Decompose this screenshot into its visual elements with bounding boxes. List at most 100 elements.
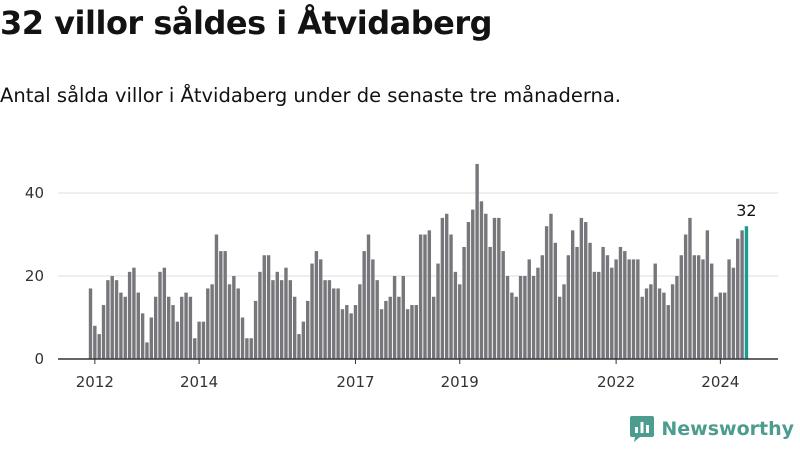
bar (375, 280, 379, 359)
bar (306, 300, 310, 359)
bar (666, 305, 670, 359)
y-tick-label: 20 (25, 267, 44, 285)
bar (679, 255, 683, 359)
bar (214, 234, 219, 359)
bar (210, 284, 214, 359)
bar (458, 284, 462, 359)
bar (327, 280, 332, 359)
y-axis-labels: 0 20 40 (25, 184, 44, 368)
bar (540, 255, 544, 359)
bar (358, 284, 362, 359)
bar (410, 305, 414, 359)
bar (405, 309, 410, 359)
bar (636, 259, 640, 359)
bar (253, 300, 258, 359)
bar (362, 251, 366, 359)
bar (166, 296, 171, 359)
bar (123, 296, 127, 359)
bar (445, 213, 449, 359)
bar (471, 209, 475, 359)
logo-name: Newsworthy (661, 418, 794, 440)
bar (644, 288, 649, 359)
bar (618, 246, 623, 359)
bar (93, 325, 97, 359)
bar (631, 259, 636, 359)
bar (345, 305, 349, 359)
bar (132, 267, 136, 359)
bar (349, 313, 353, 359)
bar (223, 251, 227, 359)
bar (727, 259, 731, 359)
bar (119, 292, 123, 359)
bar (97, 334, 101, 359)
bar (180, 296, 184, 359)
bar (266, 255, 271, 359)
bar (640, 296, 644, 359)
bar (206, 288, 210, 359)
bar (279, 280, 284, 359)
bar (449, 234, 453, 359)
bar (418, 234, 423, 359)
bar (723, 292, 727, 359)
bar (479, 201, 484, 359)
bar (575, 246, 579, 359)
bar (188, 296, 193, 359)
bar (193, 338, 197, 359)
bar (549, 213, 553, 359)
bar (453, 271, 458, 359)
bar (319, 259, 323, 359)
bar (414, 305, 418, 359)
bar (510, 292, 514, 359)
bar (366, 234, 371, 359)
bar (670, 284, 675, 359)
gridlines (58, 192, 778, 277)
bar (657, 288, 662, 359)
bar (249, 338, 253, 359)
bar (436, 263, 440, 359)
newsworthy-logo: Newsworthy (630, 416, 794, 442)
bar (431, 296, 436, 359)
bar (423, 234, 427, 359)
bar (718, 292, 723, 359)
bar (701, 259, 705, 359)
bar (301, 321, 306, 359)
bar (705, 230, 710, 359)
bar (584, 222, 588, 359)
bar (709, 263, 714, 359)
bar (201, 321, 206, 359)
bar (149, 317, 154, 359)
x-tick-label: 2022 (597, 373, 635, 391)
bar (592, 271, 597, 359)
chart-subtitle: Antal sålda villor i Åtvidaberg under de… (0, 84, 622, 107)
bar (323, 280, 327, 359)
bar (627, 259, 631, 359)
bar (440, 217, 445, 359)
bar (275, 271, 279, 359)
bar (101, 305, 106, 359)
bar (297, 334, 301, 359)
bar (557, 296, 562, 359)
bar (136, 292, 140, 359)
bar (392, 276, 397, 359)
chart-title: 32 villor såldes i Åtvidaberg (0, 4, 493, 42)
last-value-label: 32 (736, 201, 756, 220)
bar (88, 288, 93, 359)
bar (553, 242, 558, 359)
bar (340, 309, 345, 359)
bar (219, 251, 223, 359)
bar (605, 255, 610, 359)
y-tick-label: 40 (25, 184, 44, 202)
bar (388, 296, 392, 359)
bar (614, 259, 618, 359)
bar (518, 276, 523, 359)
bar (527, 259, 531, 359)
bar (597, 271, 601, 359)
bar (484, 213, 488, 359)
bar (692, 255, 697, 359)
x-tick-label: 2012 (76, 373, 114, 391)
bar (588, 242, 592, 359)
bar (371, 259, 375, 359)
bar-highlight (744, 226, 749, 359)
bar-chart: 0 20 40 2012 2014 2017 2019 2022 2024 32 (25, 163, 778, 391)
bar (688, 217, 692, 359)
